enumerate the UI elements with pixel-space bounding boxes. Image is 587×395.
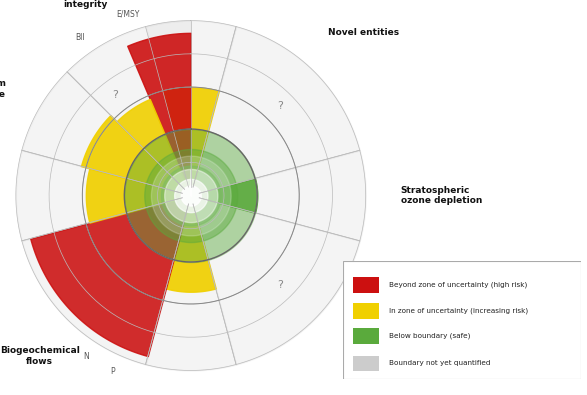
Text: Below boundary (safe): Below boundary (safe) xyxy=(389,332,470,339)
FancyBboxPatch shape xyxy=(353,303,379,319)
Text: Land-system
change: Land-system change xyxy=(0,79,6,98)
FancyBboxPatch shape xyxy=(353,356,379,371)
FancyBboxPatch shape xyxy=(343,261,581,379)
Text: Boundary not yet quantified: Boundary not yet quantified xyxy=(389,359,490,366)
Text: E/MSY: E/MSY xyxy=(116,9,140,18)
Text: Beyond zone of uncertainty (high risk): Beyond zone of uncertainty (high risk) xyxy=(389,281,527,288)
Text: ?: ? xyxy=(277,280,283,290)
FancyBboxPatch shape xyxy=(353,328,379,344)
FancyBboxPatch shape xyxy=(353,277,379,293)
Text: BII: BII xyxy=(76,34,85,42)
Text: In zone of uncertainty (increasing risk): In zone of uncertainty (increasing risk) xyxy=(389,307,528,314)
Text: ?: ? xyxy=(277,102,283,111)
Text: Stratospheric
ozone depletion: Stratospheric ozone depletion xyxy=(401,186,482,205)
Text: N: N xyxy=(83,352,89,361)
Text: Atmospheric aerosol
loading: Atmospheric aerosol loading xyxy=(347,331,452,351)
Text: Biosphere
integrity: Biosphere integrity xyxy=(56,0,107,9)
Text: Novel entities: Novel entities xyxy=(328,28,399,37)
Text: ?: ? xyxy=(112,90,118,100)
Text: P: P xyxy=(110,367,115,376)
Text: Biogeochemical
flows: Biogeochemical flows xyxy=(0,346,80,366)
